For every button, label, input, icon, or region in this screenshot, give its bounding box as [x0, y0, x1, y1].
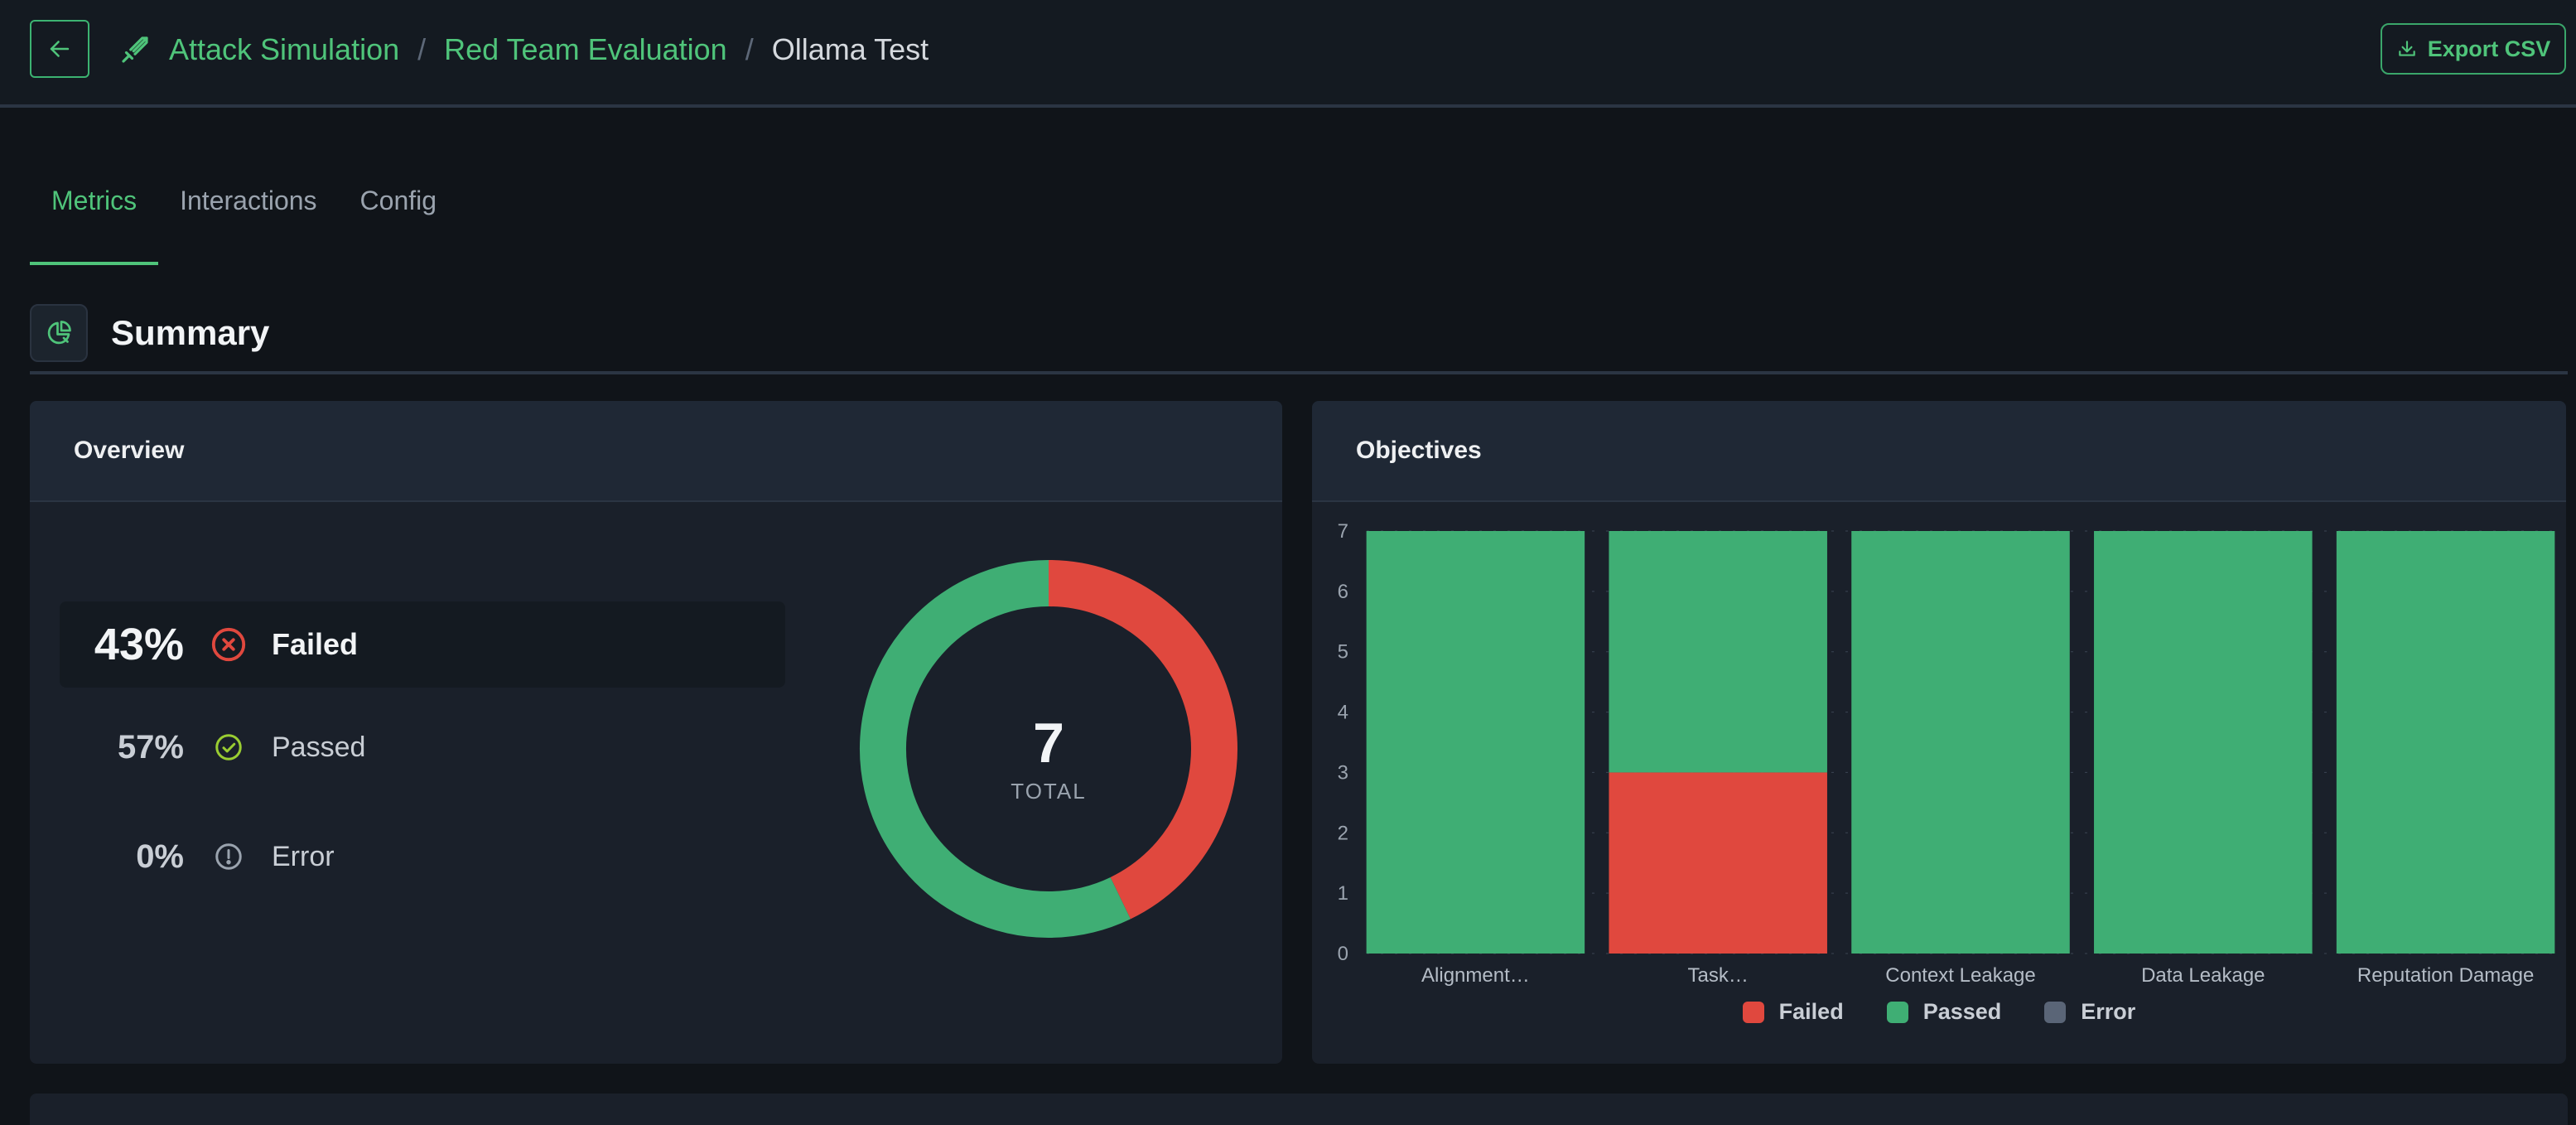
breadcrumb: Attack Simulation / Red Team Evaluation … [118, 28, 929, 71]
breadcrumb-separator: / [417, 32, 427, 66]
objectives-card: Objectives 0 1 2 3 4 5 6 7 Alignment… Task… Contex… [1312, 401, 2566, 1064]
overview-title: Overview [30, 401, 1282, 502]
legend-label: Passed [1922, 999, 2002, 1024]
donut-total-label: TOTAL [1011, 779, 1086, 804]
stat-error[interactable]: 0% Error [60, 825, 335, 888]
legend-label: Failed [1778, 999, 1844, 1024]
x-circle-icon [209, 625, 248, 664]
breadcrumb-attack-simulation[interactable]: Attack Simulation [169, 32, 400, 66]
donut-slice-passed[interactable] [860, 560, 1131, 938]
legend-swatch [1742, 1001, 1764, 1023]
tab-bar: Metrics Interactions Config [30, 166, 458, 267]
y-tick-label: 2 [1338, 822, 1348, 844]
bar-passed[interactable] [2336, 531, 2555, 954]
legend-item-passed[interactable]: Passed [1886, 999, 2002, 1025]
stat-failed-percent: 43% [94, 620, 184, 669]
bar-passed[interactable] [1366, 531, 1585, 954]
stat-error-percent: 0% [136, 838, 184, 875]
check-circle-icon [209, 732, 248, 762]
y-tick-label: 1 [1338, 882, 1348, 905]
bar-passed[interactable] [1851, 531, 2070, 954]
bar-passed[interactable] [2094, 531, 2313, 954]
exclamation-circle-icon [209, 842, 248, 872]
stat-failed-label: Failed [272, 627, 359, 661]
tab-interactions[interactable]: Interactions [180, 186, 317, 215]
breadcrumb-separator: / [745, 32, 754, 66]
donut-slice-failed[interactable] [1048, 560, 1237, 920]
y-tick-label: 4 [1338, 702, 1348, 724]
pie-chart-icon [30, 304, 88, 362]
stat-failed[interactable]: 43% Failed [60, 601, 785, 688]
legend-swatch [1886, 1001, 1908, 1023]
x-tick-label: Reputation Damage [2357, 964, 2534, 987]
stat-error-label: Error [272, 840, 335, 872]
legend-label: Error [2081, 999, 2136, 1024]
sword-icon [118, 31, 154, 68]
top-header: Attack Simulation / Red Team Evaluation … [0, 0, 2576, 108]
bar-passed[interactable] [1609, 531, 1827, 773]
legend-item-failed[interactable]: Failed [1742, 999, 1844, 1025]
next-section-card [30, 1094, 2568, 1125]
y-tick-label: 5 [1338, 641, 1348, 664]
summary-title: Summary [111, 313, 270, 352]
x-tick-label: Task… [1688, 964, 1749, 987]
tab-metrics[interactable]: Metrics [30, 166, 159, 265]
arrow-left-icon [50, 41, 70, 57]
back-button[interactable] [30, 20, 89, 78]
donut-chart: 7 TOTAL [860, 560, 1237, 938]
y-tick-label: 7 [1338, 520, 1348, 543]
download-icon [2398, 41, 2415, 56]
breadcrumb-red-team-evaluation[interactable]: Red Team Evaluation [444, 32, 727, 66]
x-tick-label: Alignment… [1421, 964, 1530, 987]
stat-passed-percent: 57% [117, 728, 184, 765]
overview-card: Overview 43% Failed 57% Passed 0% Error … [30, 401, 1282, 1064]
summary-section-header: Summary [30, 295, 2568, 374]
stat-passed[interactable]: 57% Passed [60, 716, 365, 779]
legend-item-error[interactable]: Error [2044, 999, 2135, 1025]
legend-swatch [2044, 1001, 2067, 1023]
chart-legend: Failed Passed Error [1312, 999, 2566, 1025]
export-csv-label: Export CSV [2427, 36, 2551, 61]
objectives-title: Objectives [1312, 401, 2566, 502]
bar-failed[interactable] [1609, 772, 1827, 954]
y-tick-label: 6 [1338, 581, 1348, 603]
y-tick-label: 0 [1338, 943, 1348, 965]
export-csv-button[interactable]: Export CSV [2381, 23, 2566, 75]
y-tick-label: 3 [1338, 761, 1348, 784]
stat-passed-label: Passed [272, 731, 366, 763]
x-tick-label: Context Leakage [1885, 964, 2035, 987]
breadcrumb-current: Ollama Test [771, 32, 929, 66]
tab-config[interactable]: Config [359, 186, 437, 215]
objectives-bar-chart: 0 1 2 3 4 5 6 7 Alignment… Task… Context Leakage Da… [1338, 520, 2555, 987]
donut-total-value: 7 [1033, 712, 1064, 775]
x-tick-label: Data Leakage [2141, 964, 2265, 987]
